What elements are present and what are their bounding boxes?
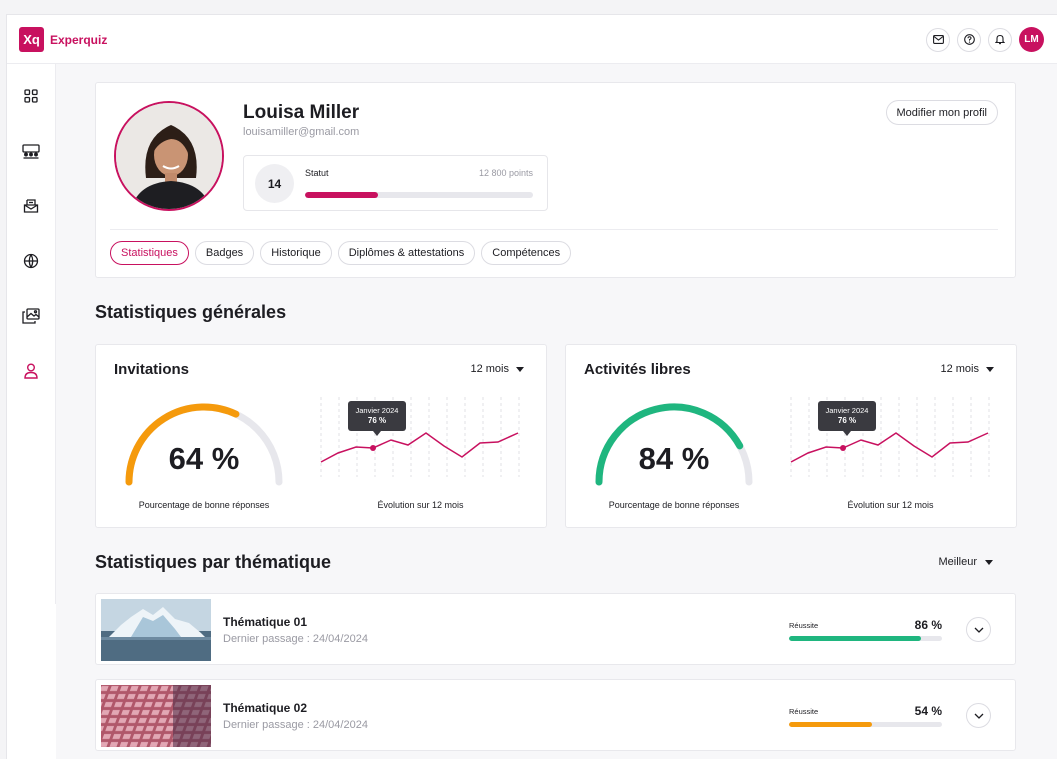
- logo-mark: Xq: [19, 27, 44, 52]
- list-item[interactable]: Thématique 02 Dernier passage : 24/04/20…: [95, 679, 1016, 751]
- sparkline-point: [840, 445, 846, 451]
- chevron-down-icon[interactable]: [966, 617, 991, 642]
- tab-badges[interactable]: Badges: [194, 241, 255, 265]
- caret-down-icon: [986, 366, 994, 372]
- theme-date: Dernier passage : 24/04/2024: [223, 633, 368, 645]
- media-icon[interactable]: [19, 304, 43, 328]
- gauge-value: 84 %: [638, 441, 710, 476]
- success-bar-fill: [789, 636, 921, 641]
- success-label: Réussite: [789, 621, 819, 630]
- caret-down-icon: [985, 559, 993, 565]
- profile-card: Louisa Miller louisamiller@gmail.com 14 …: [95, 82, 1016, 278]
- tab-diplomes[interactable]: Diplômes & attestations: [337, 241, 476, 265]
- app-name: Experquiz: [50, 32, 108, 47]
- classroom-icon[interactable]: [19, 139, 43, 163]
- thematic-stats-title: Statistiques par thématique: [95, 552, 332, 572]
- top-bar: Xq Experquiz LM: [7, 15, 1057, 64]
- user-avatar[interactable]: LM: [1019, 27, 1044, 52]
- sparkline-line: [790, 432, 989, 463]
- success-bar: [789, 722, 942, 727]
- period-label: 12 mois: [470, 363, 509, 375]
- period-select[interactable]: 12 mois: [470, 363, 524, 375]
- gauge-caption: Pourcentage de bonne réponses: [608, 500, 740, 510]
- caret-down-icon: [516, 366, 524, 372]
- stat-title: Invitations: [114, 361, 190, 378]
- status-box: 14 Statut 12 800 points: [243, 155, 548, 211]
- tab-competences[interactable]: Compétences: [481, 241, 572, 265]
- theme-name: Thématique 02: [223, 701, 308, 715]
- sparkline-point: [370, 445, 376, 451]
- gauge-arc: [125, 403, 240, 486]
- tooltip-date: Janvier 2024: [825, 406, 869, 415]
- main-content: Louisa Miller louisamiller@gmail.com 14 …: [56, 64, 1057, 759]
- status-points: 12 800 points: [478, 168, 533, 178]
- sidebar: [7, 64, 56, 604]
- success-label: Réussite: [789, 707, 819, 716]
- sparkline-caption: Évolution sur 12 mois: [847, 500, 934, 510]
- gauge-value: 64 %: [168, 441, 240, 476]
- mail-icon[interactable]: [926, 27, 950, 52]
- dashboard-icon[interactable]: [19, 84, 43, 108]
- sort-select[interactable]: Meilleur: [938, 556, 993, 568]
- gauge-caption: Pourcentage de bonne réponses: [138, 500, 270, 510]
- status-progress-bar: [305, 192, 533, 198]
- sparkline-caption: Évolution sur 12 mois: [377, 500, 464, 510]
- tooltip-value: 76 %: [367, 416, 387, 425]
- theme-thumbnail: [101, 685, 211, 747]
- app-window: Xq Experquiz LM: [6, 14, 1057, 759]
- inbox-icon[interactable]: [19, 194, 43, 218]
- success-bar: [789, 636, 942, 641]
- gauge-chart: [125, 403, 283, 486]
- tab-statistiques[interactable]: Statistiques: [110, 241, 189, 265]
- edit-profile-button[interactable]: Modifier mon profil: [885, 100, 998, 125]
- stat-title: Activités libres: [584, 361, 691, 378]
- profile-email: louisamiller@gmail.com: [243, 126, 360, 138]
- profile-tabs: Statistiques Badges Historique Diplômes …: [110, 241, 572, 265]
- activities-icon[interactable]: [19, 249, 43, 273]
- list-item[interactable]: Thématique 01 Dernier passage : 24/04/20…: [95, 593, 1016, 665]
- activites-libres-card: Activités libres 12 mois 84 % Pourcentag…: [565, 344, 1017, 528]
- sparkline-line: [320, 432, 519, 463]
- chevron-down-icon[interactable]: [966, 703, 991, 728]
- general-stats-title: Statistiques générales: [95, 302, 287, 322]
- gauge-chart: [595, 403, 753, 486]
- tooltip-value: 76 %: [837, 416, 857, 425]
- success-percent: 54 %: [914, 704, 942, 718]
- profile-photo: [114, 101, 224, 211]
- period-label: 12 mois: [940, 363, 979, 375]
- theme-thumbnail: [101, 599, 211, 661]
- chart-tooltip: Janvier 2024 76 %: [348, 401, 406, 436]
- profile-name: Louisa Miller: [243, 102, 360, 123]
- success-percent: 86 %: [914, 618, 942, 632]
- tab-historique[interactable]: Historique: [260, 241, 332, 265]
- theme-date: Dernier passage : 24/04/2024: [223, 719, 368, 731]
- tooltip-date: Janvier 2024: [355, 406, 399, 415]
- status-label: Statut: [305, 168, 329, 178]
- gauge-arc: [595, 403, 744, 486]
- help-icon[interactable]: [957, 27, 981, 52]
- invitations-card: Invitations 12 mois 64 % Pourcentage de …: [95, 344, 547, 528]
- logo[interactable]: Xq Experquiz: [19, 27, 107, 52]
- level-badge: 14: [255, 164, 294, 203]
- success-bar-fill: [789, 722, 872, 727]
- profile-icon[interactable]: [19, 359, 43, 383]
- theme-name: Thématique 01: [223, 615, 308, 629]
- divider: [110, 229, 998, 230]
- chart-tooltip: Janvier 2024 76 %: [818, 401, 876, 436]
- period-select[interactable]: 12 mois: [940, 363, 994, 375]
- bell-icon[interactable]: [988, 27, 1012, 52]
- status-progress-fill: [305, 192, 378, 198]
- sort-label: Meilleur: [938, 556, 977, 568]
